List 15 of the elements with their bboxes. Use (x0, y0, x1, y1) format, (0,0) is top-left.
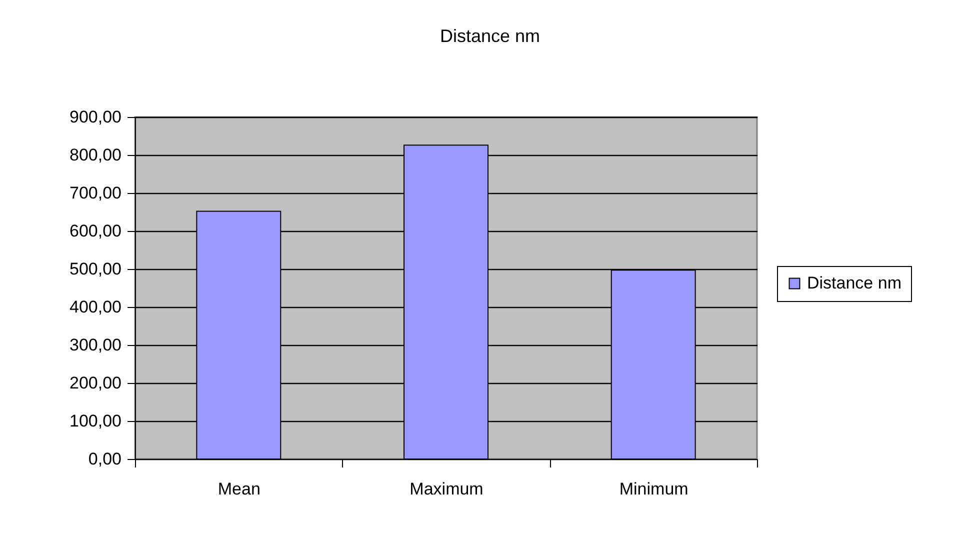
y-tick-label: 900,00 (70, 108, 122, 126)
legend-label: Distance nm (807, 274, 902, 292)
y-tick-label: 800,00 (70, 146, 122, 164)
x-tick-label: Maximum (410, 480, 484, 498)
x-tick-label: Minimum (619, 480, 688, 498)
x-tick-label: Mean (218, 480, 260, 498)
y-tick-label: 400,00 (70, 298, 122, 316)
y-tick-label: 100,00 (70, 412, 122, 430)
y-tick-label: 300,00 (70, 336, 122, 354)
y-tick-label: 500,00 (70, 260, 122, 278)
y-tick-label: 700,00 (70, 184, 122, 202)
chart-title: Distance nm (440, 26, 540, 46)
y-tick-label: 0,00 (88, 450, 122, 468)
y-tick-label: 200,00 (70, 374, 122, 392)
y-tick-label: 600,00 (70, 222, 122, 240)
